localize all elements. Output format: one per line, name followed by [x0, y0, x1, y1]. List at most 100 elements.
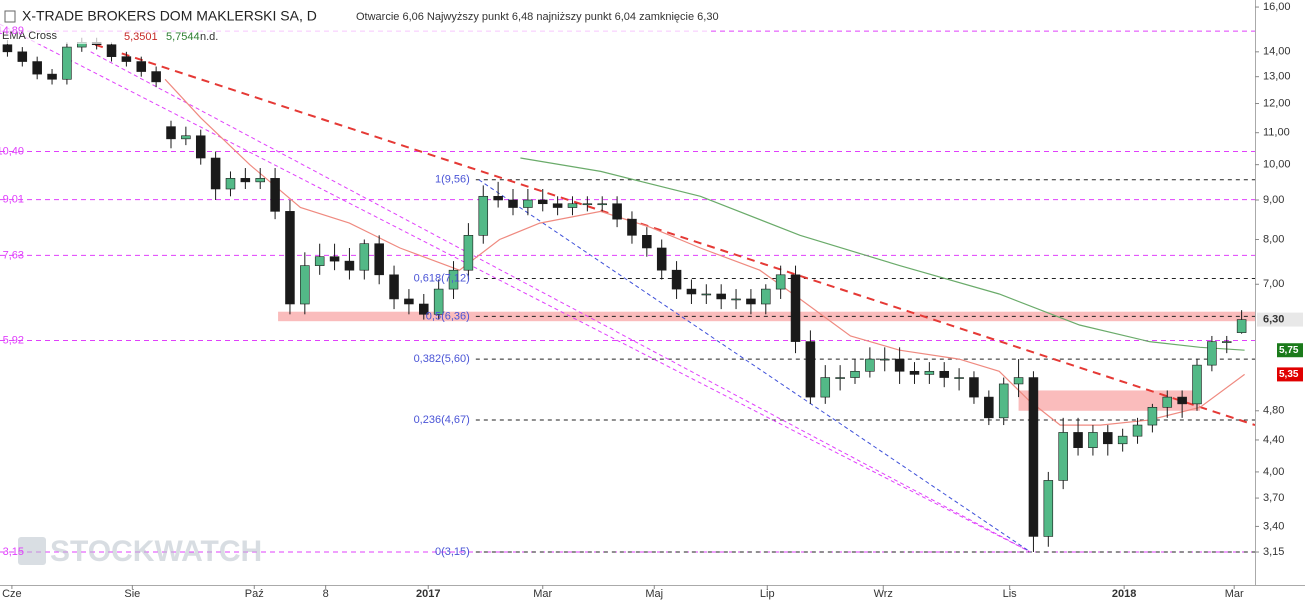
candle-body — [1103, 432, 1113, 445]
level-label: 7,63 — [3, 249, 24, 261]
candle-body — [151, 71, 161, 83]
zone — [1018, 390, 1200, 411]
plot-area — [0, 23, 1255, 553]
fib-label: 0,5(6,36) — [426, 310, 470, 322]
y-tick-label: 4,80 — [1263, 405, 1284, 417]
y-tick-label: 3,40 — [1263, 520, 1284, 532]
x-tick-label: Paź — [245, 588, 264, 600]
candle-body — [1043, 480, 1054, 537]
y-tick-label: 8,00 — [1263, 233, 1284, 245]
level-label: 9,01 — [3, 194, 24, 206]
level-label: 5,92 — [3, 334, 24, 346]
candle-body — [1221, 341, 1232, 343]
x-tick-label: Maj — [645, 588, 663, 600]
header-bg — [0, 0, 710, 44]
candle-body — [62, 46, 72, 80]
candle-body — [1073, 432, 1083, 448]
candle-body — [627, 218, 637, 236]
fib-label: 0,236(4,67) — [414, 414, 470, 426]
candle-body — [255, 178, 265, 183]
trendline — [90, 51, 1031, 553]
candle-body — [1013, 377, 1024, 385]
candle-body — [463, 235, 474, 271]
candle-body — [835, 377, 845, 379]
candle-body — [775, 274, 786, 290]
candle-body — [2, 44, 13, 53]
candle-body — [17, 51, 28, 62]
candle-body — [225, 178, 236, 190]
candle-body — [523, 199, 533, 208]
candle-body — [805, 341, 816, 398]
x-tick-label: 8 — [323, 588, 329, 600]
candle-body — [701, 293, 712, 296]
candle-body — [478, 195, 489, 236]
candle-body — [552, 203, 563, 208]
last-price-label: 6,30 — [1263, 313, 1284, 325]
trendline — [478, 179, 1031, 553]
indicator-value: n.d. — [200, 31, 218, 43]
y-tick-label: 3,15 — [1263, 546, 1284, 558]
candle-body — [761, 288, 771, 305]
candle-body — [389, 274, 399, 300]
candle-body — [894, 358, 905, 372]
x-tick-label: Cze — [2, 588, 22, 600]
y-tick-label: 9,00 — [1263, 194, 1284, 206]
candle-body — [493, 195, 503, 201]
watermark-logo — [18, 537, 46, 565]
candle-body — [582, 203, 593, 206]
indicator-value: 5,3501 — [124, 31, 158, 43]
candle-body — [671, 269, 682, 290]
x-tick-label: Mar — [533, 588, 552, 600]
level-label: 10,40 — [0, 145, 24, 157]
candle-body — [612, 203, 622, 220]
candle-body — [716, 293, 726, 300]
candle-body — [686, 288, 697, 295]
y-tick-label: 4,40 — [1263, 434, 1284, 446]
candle-body — [909, 370, 920, 375]
candle-body — [746, 298, 756, 305]
last-price-tag — [1257, 312, 1303, 327]
ema-line — [520, 157, 1245, 351]
x-tick-label: Sie — [124, 588, 140, 600]
candle-body — [374, 243, 384, 276]
chart-title: X-TRADE BROKERS DOM MAKLERSKI SA, D — [22, 8, 317, 24]
candle-body — [166, 126, 176, 140]
candle-body — [969, 377, 979, 398]
candle-body — [1207, 341, 1217, 366]
candle-body — [359, 243, 370, 271]
collapse-icon[interactable] — [4, 10, 16, 23]
trendline — [94, 43, 1255, 427]
candle-body — [597, 203, 607, 206]
fib-label: 1(9,56) — [435, 174, 470, 186]
candle-body — [865, 358, 875, 372]
candle-body — [270, 178, 280, 212]
candle-body — [1132, 424, 1143, 437]
candle-body — [1177, 396, 1187, 405]
y-tick-label: 13,00 — [1263, 71, 1291, 83]
candle-body — [879, 358, 890, 361]
candle-body — [984, 396, 994, 419]
candle-body — [314, 256, 325, 266]
candle-body — [1058, 432, 1068, 481]
candle-body — [998, 383, 1009, 419]
candle-body — [508, 199, 518, 208]
candle-body — [1192, 364, 1202, 405]
candle-body — [344, 260, 355, 271]
candle-body — [47, 73, 57, 80]
x-tick-label: 2017 — [416, 588, 440, 600]
candle-body — [642, 235, 652, 249]
candle-body — [790, 274, 801, 342]
x-tick-label: Wrz — [874, 588, 893, 600]
candle-body — [300, 265, 310, 305]
y-tick-label: 14,00 — [1263, 46, 1291, 58]
candle-body — [136, 61, 147, 72]
indicator-name: EMA Cross — [2, 30, 58, 42]
candle-body — [448, 269, 459, 290]
price-tag — [1277, 343, 1303, 358]
candle-body — [924, 370, 935, 375]
fib-label: 0,382(5,60) — [414, 353, 470, 365]
candle-body — [1236, 319, 1247, 333]
y-tick-label: 10,00 — [1263, 159, 1291, 171]
